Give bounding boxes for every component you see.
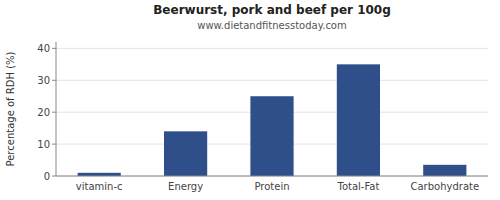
y-axis: 0 10 20 30 40	[37, 43, 488, 182]
y-tick-label: 0	[44, 171, 50, 182]
y-axis-line	[56, 42, 57, 176]
grid-line	[56, 48, 488, 49]
y-tick	[52, 176, 56, 177]
x-axis-line	[56, 176, 488, 177]
y-tick	[52, 48, 56, 49]
x-tick-label: Protein	[254, 181, 289, 192]
y-tick-label: 30	[37, 75, 50, 86]
bar	[164, 131, 207, 176]
x-tick-label: vitamin-c	[76, 181, 123, 192]
x-tick-label: Carbohydrate	[410, 181, 479, 192]
y-tick	[52, 144, 56, 145]
x-tick-label: Total-Fat	[336, 181, 379, 192]
chart-container: Beerwurst, pork and beef per 100g www.die…	[0, 0, 500, 200]
chart-svg: Beerwurst, pork and beef per 100g www.die…	[0, 0, 500, 200]
bars	[78, 64, 467, 176]
y-tick-label: 10	[37, 139, 50, 150]
title: Beerwurst, pork and beef per 100g	[153, 3, 391, 17]
y-tick	[52, 80, 56, 81]
grid-line	[56, 80, 488, 81]
y-tick-label: 40	[37, 43, 50, 54]
x-axis: vitamin-c Energy Protein Total-Fat Carbohydr…	[76, 181, 479, 192]
grid-line	[56, 176, 488, 177]
bar	[423, 165, 466, 176]
y-tick	[52, 112, 56, 113]
y-tick-label: 20	[37, 107, 50, 118]
bar	[250, 96, 293, 176]
subtitle: www.dietandfitnesstoday.com	[197, 20, 346, 31]
bar	[337, 64, 380, 176]
y-axis-label: Percentage of RDH (%)	[5, 51, 16, 166]
x-tick-label: Energy	[168, 181, 203, 192]
